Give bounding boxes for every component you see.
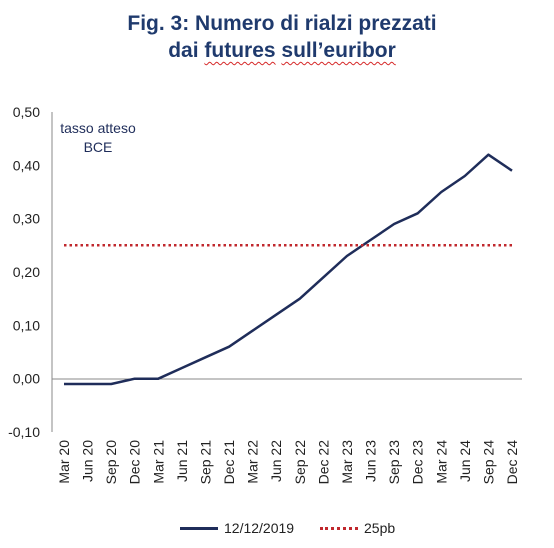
x-tick-label: Jun 21	[174, 440, 190, 482]
y-tick-label: 0,20	[13, 264, 40, 280]
x-tick-label: Dec 23	[410, 440, 426, 485]
series-line-12-12-2019	[64, 153, 513, 386]
x-tick-label: Mar 23	[339, 440, 355, 484]
x-tick-label: Dec 24	[504, 440, 520, 485]
x-tick-label: Mar 24	[433, 440, 449, 484]
chart-axes	[51, 112, 522, 432]
y-tick-label: 0,00	[13, 371, 40, 387]
x-tick-label: Mar 22	[245, 440, 261, 484]
title-line-2: dai futures sull’euribor	[0, 37, 554, 64]
legend-swatch-solid	[180, 526, 218, 530]
legend: 12/12/2019 25pb	[0, 520, 554, 540]
x-tick-label: Jun 22	[268, 440, 284, 482]
x-tick-label: Jun 20	[80, 440, 96, 482]
x-tick-label: Sep 22	[292, 440, 308, 485]
x-tick-label: Mar 21	[150, 440, 166, 484]
annotation-line-1: tasso atteso	[60, 120, 136, 136]
x-tick-label: Jun 23	[363, 440, 379, 482]
y-tick-label: 0,10	[13, 317, 40, 333]
x-tick-label: Dec 22	[315, 440, 331, 485]
series-group	[64, 153, 513, 386]
legend-swatch-dotted	[320, 526, 358, 530]
y-tick-label: 0,40	[13, 157, 40, 173]
x-tick-label: Mar 20	[56, 440, 72, 484]
x-tick-label: Sep 24	[480, 440, 496, 485]
title-line-1: Fig. 3: Numero di rialzi prezzati	[127, 12, 437, 35]
y-tick-labels: 0,50 0,40 0,30 0,20 0,10 0,00 -0,10	[8, 104, 40, 440]
legend-label-1: 12/12/2019	[224, 520, 295, 536]
x-tick-label: Sep 23	[386, 440, 402, 485]
title-line-2-prefix: dai	[168, 39, 205, 62]
x-tick-label: Jun 24	[457, 440, 473, 482]
legend-item-series-1: 12/12/2019	[180, 520, 294, 536]
title-word-euribor: sull’euribor	[281, 39, 396, 62]
annotation-line-2: BCE	[84, 139, 113, 155]
title-word-futures: futures	[204, 39, 276, 62]
x-tick-labels: Mar 20 Jun 20 Sep 20 Dec 20 Mar 21 Jun 21 Sep …	[56, 440, 520, 485]
y-tick-label: -0,10	[8, 424, 40, 440]
y-tick-label: 0,30	[13, 211, 40, 227]
x-tick-label: Dec 20	[127, 440, 143, 485]
x-tick-label: Dec 21	[221, 440, 237, 485]
legend-label-2: 25pb	[364, 520, 396, 536]
y-tick-label: 0,50	[13, 104, 40, 120]
x-tick-label: Sep 21	[197, 440, 213, 485]
legend-item-series-2: 25pb	[320, 520, 395, 536]
x-tick-label: Sep 20	[103, 440, 119, 485]
chart-title: Fig. 3: Numero di rialzi prezzati dai fu…	[0, 10, 554, 64]
